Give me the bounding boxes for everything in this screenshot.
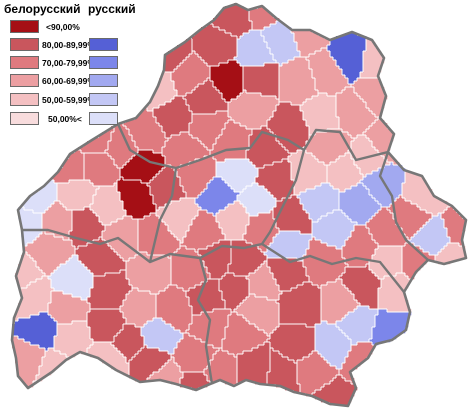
district-30 bbox=[186, 279, 226, 316]
district-81 bbox=[327, 33, 367, 85]
legend-swatch-be-3 bbox=[10, 74, 39, 87]
district-85 bbox=[147, 165, 187, 211]
district-67 bbox=[315, 321, 352, 370]
district-95 bbox=[441, 207, 466, 247]
district-90 bbox=[339, 264, 382, 310]
district-65 bbox=[48, 291, 91, 325]
district-27 bbox=[267, 102, 310, 154]
district-115 bbox=[327, 153, 364, 193]
district-6 bbox=[57, 180, 100, 211]
legend-swatch-ru-5 bbox=[89, 112, 118, 125]
district-62 bbox=[156, 285, 193, 334]
legend-swatch-ru-3 bbox=[89, 74, 118, 87]
legend-swatch-be-4 bbox=[10, 93, 39, 106]
district-20 bbox=[189, 111, 232, 151]
district-101 bbox=[246, 261, 283, 301]
legend-label-0: <90,00% bbox=[46, 22, 80, 32]
district-40 bbox=[138, 213, 181, 259]
district-18 bbox=[174, 156, 217, 199]
legend-swatch-be-5 bbox=[10, 112, 39, 125]
district-80 bbox=[102, 216, 139, 262]
district-47 bbox=[195, 177, 241, 217]
district-88 bbox=[228, 90, 280, 130]
district-99 bbox=[117, 177, 157, 220]
district-73 bbox=[321, 279, 361, 325]
district-110 bbox=[180, 372, 211, 391]
legend-label-3: 60,00-69,99% bbox=[42, 76, 95, 86]
district-94 bbox=[219, 273, 250, 313]
district-39 bbox=[48, 255, 94, 301]
district-100 bbox=[210, 60, 244, 103]
district-19 bbox=[234, 294, 280, 337]
district-58 bbox=[180, 210, 226, 253]
region-boundaries bbox=[22, 123, 429, 385]
district-50 bbox=[339, 183, 382, 226]
district-9 bbox=[267, 258, 310, 292]
district-31 bbox=[378, 273, 412, 313]
district-42 bbox=[243, 63, 280, 100]
district-97 bbox=[51, 150, 85, 184]
district-75 bbox=[129, 345, 172, 382]
district-98 bbox=[408, 213, 451, 256]
district-87 bbox=[267, 324, 316, 364]
district-15 bbox=[306, 48, 352, 97]
district-78 bbox=[75, 237, 127, 277]
district-91 bbox=[87, 309, 127, 343]
district-26 bbox=[183, 78, 229, 115]
district-17 bbox=[171, 51, 211, 97]
district-96 bbox=[264, 231, 313, 262]
legend-swatch-be-1 bbox=[10, 38, 39, 51]
map-legend: белорусский русский <90,00% 80,00-89,99%… bbox=[0, 0, 136, 130]
legend-label-1: 80,00-89,99% bbox=[42, 40, 95, 50]
district-5 bbox=[279, 57, 319, 106]
district-32 bbox=[297, 351, 340, 397]
district-16 bbox=[204, 348, 238, 385]
district-83 bbox=[312, 210, 358, 250]
legend-label-5: 50,00%< bbox=[48, 114, 82, 124]
legend-swatch-ru-4 bbox=[89, 93, 118, 106]
district-23 bbox=[435, 243, 466, 265]
legend-title-belarusian: белорусский bbox=[4, 2, 81, 16]
district-54 bbox=[111, 324, 145, 364]
district-38 bbox=[336, 306, 379, 346]
district-59 bbox=[15, 276, 55, 322]
district-64 bbox=[237, 183, 277, 217]
district-35 bbox=[336, 87, 379, 139]
district-43 bbox=[216, 159, 259, 193]
district-46 bbox=[84, 153, 121, 187]
district-8 bbox=[120, 150, 166, 184]
district-12 bbox=[24, 231, 76, 277]
legend-swatch-ru-2 bbox=[89, 56, 118, 69]
district-33 bbox=[234, 30, 277, 67]
district-109 bbox=[120, 288, 157, 328]
district-49 bbox=[141, 318, 184, 355]
district-56 bbox=[276, 282, 322, 328]
district-1 bbox=[237, 342, 271, 385]
district-34 bbox=[90, 183, 127, 226]
district-37 bbox=[171, 333, 220, 373]
district-102 bbox=[312, 375, 358, 406]
district-77 bbox=[222, 312, 271, 358]
legend-title-russian: русский bbox=[88, 2, 136, 16]
district-63 bbox=[216, 201, 250, 241]
district-28 bbox=[87, 270, 133, 310]
legend-swatch-be-2 bbox=[10, 56, 39, 69]
district-112 bbox=[267, 348, 301, 394]
district-107 bbox=[69, 207, 106, 250]
district-108 bbox=[78, 126, 115, 154]
district-82 bbox=[162, 132, 211, 169]
legend-label-2: 70,00-79,99% bbox=[42, 58, 95, 68]
country-outline bbox=[10, 2, 468, 408]
district-106 bbox=[297, 183, 340, 223]
district-71 bbox=[156, 198, 202, 244]
legend-swatch-be-0 bbox=[10, 20, 39, 33]
legend-label-4: 50,00-59,99% bbox=[42, 95, 95, 105]
district-25 bbox=[126, 252, 172, 295]
district-68 bbox=[42, 201, 73, 241]
legend-swatch-ru-1 bbox=[89, 38, 118, 51]
district-14 bbox=[366, 207, 409, 247]
district-116 bbox=[387, 195, 433, 241]
district-104 bbox=[153, 96, 193, 139]
